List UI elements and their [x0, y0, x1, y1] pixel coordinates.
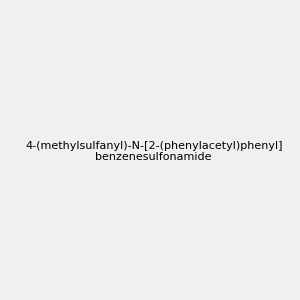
Text: 4-(methylsulfanyl)-N-[2-(phenylacetyl)phenyl]
benzenesulfonamide: 4-(methylsulfanyl)-N-[2-(phenylacetyl)ph…: [25, 141, 283, 162]
